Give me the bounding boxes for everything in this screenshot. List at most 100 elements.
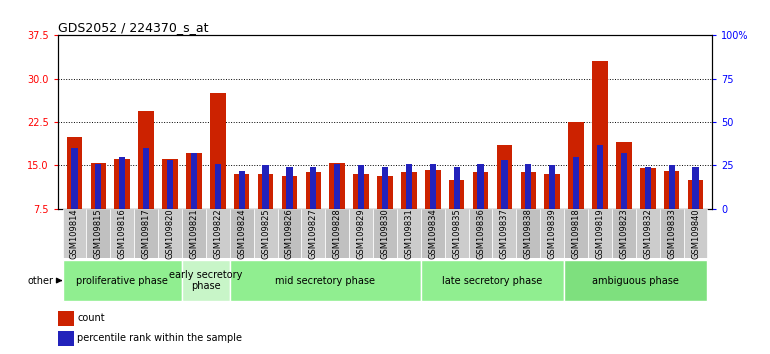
Bar [310, 167, 316, 209]
Bar [592, 62, 608, 209]
Text: GSM109819: GSM109819 [595, 208, 604, 259]
Bar [62, 209, 86, 258]
Bar [525, 164, 531, 209]
Bar [621, 153, 627, 209]
Bar [358, 166, 364, 209]
Text: GSM109825: GSM109825 [261, 208, 270, 259]
Bar [191, 153, 197, 209]
Text: GSM109817: GSM109817 [142, 208, 151, 259]
Bar [401, 172, 417, 209]
Bar [449, 180, 464, 209]
Bar [115, 159, 130, 209]
Bar [421, 260, 564, 301]
Bar [493, 209, 517, 258]
Text: GSM109824: GSM109824 [237, 208, 246, 259]
Text: GSM109834: GSM109834 [428, 208, 437, 259]
Bar [564, 260, 708, 301]
Text: GSM109833: GSM109833 [667, 208, 676, 259]
Text: ambiguous phase: ambiguous phase [592, 275, 679, 286]
Bar [162, 159, 178, 209]
Bar [167, 160, 173, 209]
Bar [258, 174, 273, 209]
Text: GSM109826: GSM109826 [285, 208, 294, 259]
Bar [306, 172, 321, 209]
Bar [445, 209, 469, 258]
Bar [334, 164, 340, 209]
Bar [425, 170, 440, 209]
Text: GSM109838: GSM109838 [524, 208, 533, 259]
Bar [382, 167, 388, 209]
Text: GSM109821: GSM109821 [189, 208, 199, 259]
Bar [588, 209, 612, 258]
Text: late secretory phase: late secretory phase [443, 275, 543, 286]
Bar [134, 209, 158, 258]
Text: GSM109832: GSM109832 [643, 208, 652, 259]
Text: percentile rank within the sample: percentile rank within the sample [77, 333, 243, 343]
Text: GSM109814: GSM109814 [70, 208, 79, 259]
Bar [469, 209, 493, 258]
Bar [210, 93, 226, 209]
Bar [158, 209, 182, 258]
Bar [229, 209, 253, 258]
Bar [95, 164, 102, 209]
Bar [564, 209, 588, 258]
Bar [612, 209, 636, 258]
Text: GSM109827: GSM109827 [309, 208, 318, 259]
Bar [430, 164, 436, 209]
Bar [67, 137, 82, 209]
Text: GSM109837: GSM109837 [500, 208, 509, 259]
Bar [349, 209, 373, 258]
Bar [58, 311, 74, 326]
Bar [330, 162, 345, 209]
Bar [229, 260, 421, 301]
Text: GSM109836: GSM109836 [476, 208, 485, 259]
Bar [182, 260, 229, 301]
Bar [62, 260, 182, 301]
Text: GSM109816: GSM109816 [118, 208, 127, 259]
Bar [353, 174, 369, 209]
Bar [664, 171, 679, 209]
Text: GSM109831: GSM109831 [404, 208, 413, 259]
Bar [688, 180, 703, 209]
Text: GSM109839: GSM109839 [547, 208, 557, 259]
Bar [549, 166, 555, 209]
Bar [616, 142, 631, 209]
Text: GSM109815: GSM109815 [94, 208, 103, 259]
Bar [282, 176, 297, 209]
Bar [325, 209, 349, 258]
Bar [301, 209, 325, 258]
Text: other: other [28, 275, 54, 286]
Bar [640, 169, 655, 209]
Text: GSM109818: GSM109818 [571, 208, 581, 259]
Bar [110, 209, 134, 258]
Bar [277, 209, 301, 258]
Bar [541, 209, 564, 258]
Bar [239, 171, 245, 209]
Bar [286, 167, 293, 209]
Bar [573, 157, 579, 209]
Text: GSM109840: GSM109840 [691, 208, 700, 259]
Text: GSM109829: GSM109829 [357, 208, 366, 259]
Text: GSM109820: GSM109820 [166, 208, 175, 259]
Bar [421, 209, 445, 258]
Bar [644, 167, 651, 209]
Text: GSM109835: GSM109835 [452, 208, 461, 259]
Bar [668, 166, 675, 209]
Bar [139, 110, 154, 209]
Text: GSM109830: GSM109830 [380, 208, 390, 259]
Bar [684, 209, 708, 258]
Text: GSM109828: GSM109828 [333, 208, 342, 259]
Bar [473, 172, 488, 209]
Bar [234, 174, 249, 209]
Text: proliferative phase: proliferative phase [76, 275, 168, 286]
Bar [497, 145, 512, 209]
Bar [373, 209, 397, 258]
Bar [568, 122, 584, 209]
Bar [692, 167, 698, 209]
Text: GSM109822: GSM109822 [213, 208, 223, 259]
Bar [182, 209, 206, 258]
Bar [377, 176, 393, 209]
Bar [544, 174, 560, 209]
Bar [636, 209, 660, 258]
Bar [397, 209, 421, 258]
